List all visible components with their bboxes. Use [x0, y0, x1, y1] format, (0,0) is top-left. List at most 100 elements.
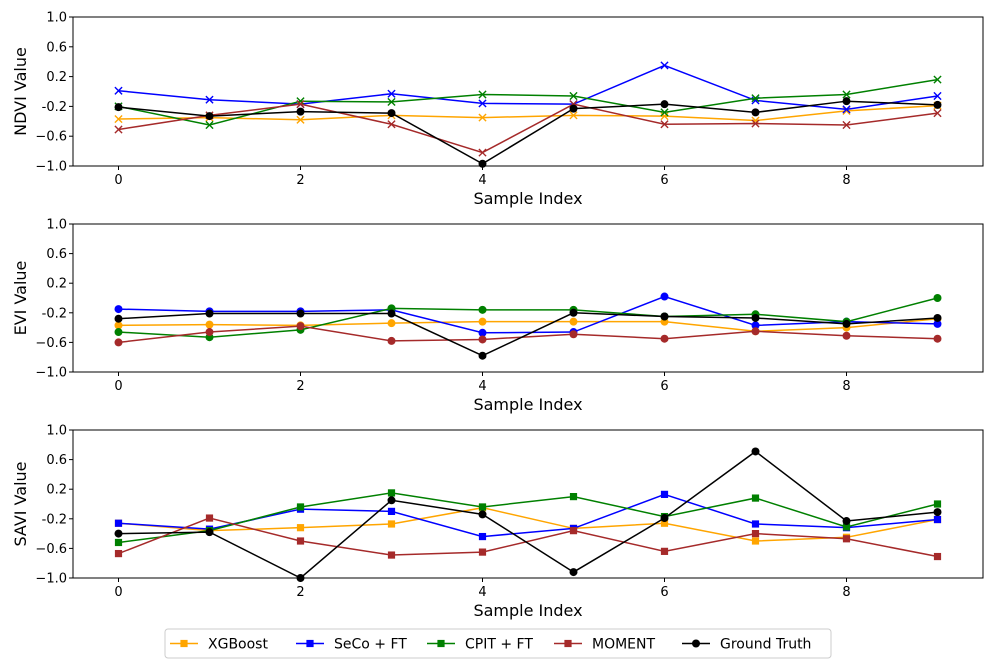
evi-point-moment	[751, 327, 760, 336]
legend-label-seco-ft: SeCo + FT	[334, 637, 407, 653]
legend: XGBoost SeCo + FT CPIT + FT MOMENT Ground Tr…	[164, 628, 832, 659]
ndvi-point-xgboost	[296, 115, 305, 124]
ndvi-point-moment	[387, 120, 396, 129]
ndvi-point-cpit-ft	[205, 120, 214, 130]
savi-point-cpit-ft	[842, 523, 851, 531]
savi-point-cpit-ft	[387, 489, 396, 497]
ndvi-point-cpit-ft	[478, 90, 487, 99]
evi-point-moment	[114, 338, 123, 347]
savi-point-moment	[751, 530, 760, 538]
savi-axes-frame	[72, 429, 984, 579]
evi-x-tick-label: 0	[114, 379, 122, 394]
ndvi-point-ground-truth	[660, 100, 669, 109]
evi-point-moment	[387, 336, 396, 345]
savi-point-moment	[660, 547, 669, 555]
evi-point-seco-ft	[114, 305, 123, 314]
ndvi-y-tick-label: 0.6	[46, 40, 67, 55]
ndvi-point-ground-truth	[569, 104, 578, 113]
savi-point-xgboost	[296, 524, 305, 532]
evi-point-cpit-ft	[114, 328, 123, 337]
legend-entry-seco-ft: SeCo + FT	[296, 637, 407, 653]
ndvi-point-xgboost	[114, 114, 123, 124]
savi-point-moment	[933, 552, 942, 561]
evi-y-tick-label: 1.0	[46, 218, 67, 233]
evi-axes-frame	[72, 223, 984, 373]
evi-y-tick-label: −0.6	[35, 336, 67, 351]
legend-marker-xgboost	[180, 639, 188, 648]
ndvi-chart: 0 2 4 6 8 −1.0 −0.6 -0.2 0.2 0.6 1.0 Sample Index ND…	[11, 11, 984, 208]
savi-x-tick-label: 8	[842, 585, 850, 600]
ndvi-point-seco-ft	[205, 95, 214, 104]
evi-series-line-xgboost	[118, 317, 938, 333]
ndvi-y-tick-label: −1.0	[35, 160, 67, 175]
ndvi-point-xgboost	[660, 111, 669, 121]
evi-point-seco-ft	[478, 328, 487, 337]
ndvi-point-seco-ft	[660, 61, 669, 70]
savi-point-ground-truth	[478, 510, 487, 519]
savi-point-cpit-ft	[114, 538, 123, 547]
ndvi-y-tick-label: 1.0	[46, 11, 67, 26]
ndvi-x-tick-label: 8	[842, 173, 850, 188]
evi-point-seco-ft	[751, 321, 760, 330]
evi-point-moment	[296, 322, 305, 331]
savi-point-cpit-ft	[933, 500, 942, 508]
savi-series-line-cpit-ft	[118, 492, 938, 544]
ndvi-point-cpit-ft	[296, 97, 305, 106]
evi-x-tick-label: 4	[478, 379, 486, 394]
evi-point-xgboost	[205, 320, 214, 329]
savi-point-xgboost	[660, 519, 669, 527]
ndvi-point-moment	[114, 125, 123, 134]
savi-y-tick-label: -0.2	[42, 512, 67, 527]
savi-point-ground-truth	[751, 447, 760, 456]
ndvi-y-tick-label: -0.2	[42, 100, 67, 115]
savi-point-cpit-ft	[296, 503, 305, 511]
ndvi-point-ground-truth	[933, 100, 942, 109]
evi-y-tick-label: −1.0	[35, 366, 67, 381]
ndvi-y-tick-label: 0.2	[46, 70, 67, 85]
ndvi-point-moment	[842, 120, 851, 130]
ndvi-y-axis-label: NDVI Value	[11, 47, 30, 136]
evi-series-line-cpit-ft	[118, 297, 938, 338]
legend-label-cpit-ft: CPIT + FT	[465, 637, 533, 653]
savi-point-seco-ft	[387, 507, 396, 515]
evi-point-xgboost	[569, 317, 578, 326]
savi-point-ground-truth	[387, 496, 396, 505]
ndvi-series-line-moment	[118, 103, 938, 154]
evi-y-axis-label: EVI Value	[11, 261, 30, 336]
legend-marker-moment	[564, 639, 572, 648]
ndvi-point-ground-truth	[205, 112, 214, 121]
ndvi-axes-frame	[72, 16, 984, 167]
evi-point-seco-ft	[933, 319, 942, 328]
ndvi-point-ground-truth	[751, 108, 760, 117]
savi-point-moment	[478, 548, 487, 556]
savi-y-tick-label: −1.0	[35, 572, 67, 587]
savi-point-xgboost	[387, 520, 396, 528]
legend-frame	[164, 628, 832, 659]
savi-point-moment	[205, 514, 214, 522]
evi-point-cpit-ft	[478, 305, 487, 314]
ndvi-point-xgboost	[569, 111, 578, 120]
evi-point-moment	[842, 331, 851, 340]
savi-y-tick-label: −0.6	[35, 542, 67, 557]
evi-point-xgboost	[387, 319, 396, 328]
ndvi-point-cpit-ft	[660, 108, 669, 117]
savi-point-xgboost	[751, 537, 760, 545]
evi-point-moment	[205, 328, 214, 337]
evi-series-line-seco-ft	[118, 295, 938, 334]
ndvi-point-moment	[933, 109, 942, 118]
evi-series-line-ground-truth	[118, 312, 938, 357]
savi-y-tick-label: 0.6	[46, 453, 67, 468]
evi-point-ground-truth	[842, 319, 851, 328]
evi-point-ground-truth	[205, 309, 214, 318]
savi-point-cpit-ft	[569, 493, 578, 501]
evi-point-moment	[660, 334, 669, 343]
ndvi-point-ground-truth	[842, 97, 851, 106]
ndvi-point-cpit-ft	[842, 90, 851, 99]
savi-point-moment	[842, 535, 851, 543]
legend-entry-ground-truth: Ground Truth	[682, 637, 811, 653]
savi-series-line-xgboost	[118, 506, 938, 542]
savi-series-line-ground-truth	[118, 450, 938, 579]
ndvi-x-tick-label: 2	[296, 173, 304, 188]
legend-entry-xgboost: XGBoost	[170, 637, 268, 653]
